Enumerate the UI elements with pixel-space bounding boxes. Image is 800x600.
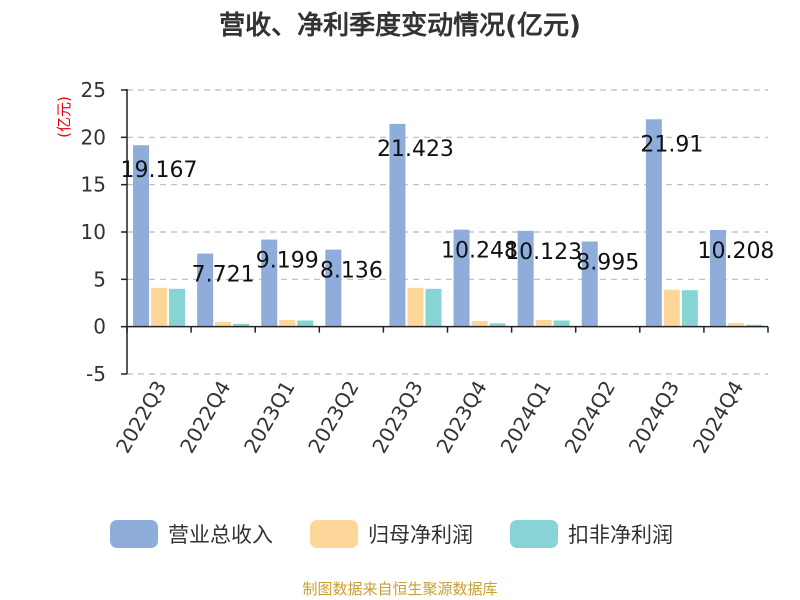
bar[interactable] <box>279 320 296 327</box>
x-tick-label: 2024Q3 <box>624 377 684 458</box>
bar[interactable] <box>233 323 250 327</box>
legend-swatch <box>110 520 158 548</box>
bars <box>133 119 762 327</box>
x-tick-label: 2024Q2 <box>560 377 620 458</box>
bar[interactable] <box>745 324 762 327</box>
data-label: 21.423 <box>377 137 454 162</box>
data-label: 19.167 <box>121 158 198 183</box>
bar[interactable] <box>471 320 488 327</box>
bar[interactable] <box>425 288 442 327</box>
bar[interactable] <box>169 288 186 327</box>
y-tick-label: 20 <box>81 125 106 149</box>
legend-swatch <box>310 520 358 548</box>
x-tick-label: 2024Q4 <box>688 377 748 458</box>
data-label: 10.248 <box>441 239 518 264</box>
data-label: 21.91 <box>640 132 703 157</box>
x-tick-label: 2023Q1 <box>239 377 299 458</box>
data-label: 8.136 <box>320 259 383 284</box>
bar[interactable] <box>535 320 552 327</box>
legend[interactable]: 营业总收入 归母净利润 扣非净利润 <box>110 520 673 548</box>
bar[interactable] <box>197 253 214 327</box>
bar[interactable] <box>553 320 570 327</box>
bar[interactable] <box>261 239 278 327</box>
bar[interactable] <box>389 123 406 327</box>
x-tick-labels: 2022Q3 2022Q4 2023Q1 2023Q2 2023Q3 2023Q4 2024… <box>111 377 748 458</box>
legend-item[interactable]: 营业总收入 <box>110 520 273 548</box>
bar[interactable] <box>297 320 314 327</box>
x-tick-label: 2022Q3 <box>111 377 171 458</box>
x-tick-label: 2024Q1 <box>496 377 556 458</box>
data-label: 8.995 <box>576 251 639 276</box>
bar[interactable] <box>407 287 424 327</box>
bar[interactable] <box>489 323 506 327</box>
y-tick-label: 25 <box>81 78 106 102</box>
legend-swatch <box>510 520 558 548</box>
legend-item[interactable]: 扣非净利润 <box>510 520 673 548</box>
bar[interactable] <box>709 230 726 327</box>
bar[interactable] <box>681 290 698 327</box>
x-tick-label: 2023Q3 <box>367 377 427 458</box>
x-tick-label: 2023Q4 <box>431 377 491 458</box>
bar[interactable] <box>151 287 168 327</box>
y-tick-label: 10 <box>81 220 106 244</box>
y-axis-label: (亿元) <box>55 96 73 138</box>
data-label: 10.123 <box>505 240 582 265</box>
bar[interactable] <box>517 230 534 327</box>
bar[interactable] <box>325 249 342 327</box>
x-tick-label: 2022Q4 <box>175 377 235 458</box>
bar[interactable] <box>133 145 150 327</box>
data-label: 9.199 <box>256 249 319 274</box>
bar[interactable] <box>453 229 470 327</box>
legend-item[interactable]: 归母净利润 <box>310 520 473 548</box>
y-tick-label: 0 <box>93 315 106 339</box>
bar[interactable] <box>645 119 662 327</box>
y-tick-label: -5 <box>86 362 106 386</box>
gridlines <box>127 89 768 375</box>
bar[interactable] <box>581 241 598 327</box>
bar[interactable] <box>727 322 744 327</box>
legend-label: 扣非净利润 <box>568 523 673 547</box>
y-tick-label: 5 <box>93 267 106 291</box>
bar[interactable] <box>215 321 232 327</box>
x-tick-label: 2023Q2 <box>303 377 363 458</box>
data-label: 7.721 <box>192 263 255 288</box>
legend-label: 归母净利润 <box>368 523 473 547</box>
data-label: 10.208 <box>697 239 774 264</box>
y-tick-label: 15 <box>81 173 106 197</box>
bar[interactable] <box>663 289 680 327</box>
source-note: 制图数据来自恒生聚源数据库 <box>302 580 497 598</box>
legend-label: 营业总收入 <box>168 523 273 547</box>
chart-title: 营收、净利季度变动情况(亿元) <box>219 10 581 41</box>
axes <box>121 89 769 375</box>
y-tick-labels: -5 0 5 10 15 20 25 <box>81 78 106 386</box>
